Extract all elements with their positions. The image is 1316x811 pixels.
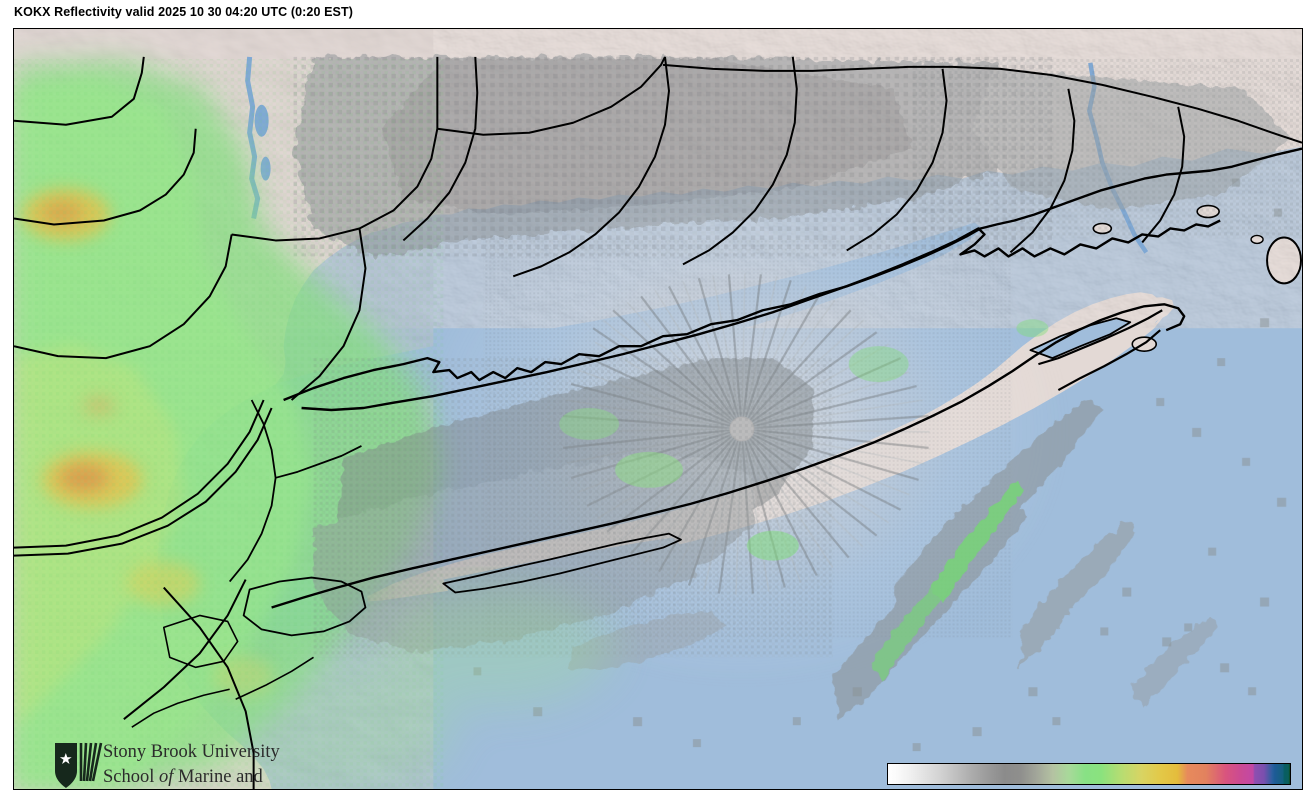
title-bar: KOKX Reflectivity valid 2025 10 30 04:20… <box>0 0 1316 28</box>
radar-map-canvas[interactable] <box>14 29 1302 789</box>
logo-line2-a: School <box>103 766 160 787</box>
colorbar-tick-70: 70 <box>1266 788 1283 789</box>
political-boundaries <box>14 56 1302 789</box>
radar-map-frame[interactable]: 0 20 40 50 607080 Stony Brook University Sch… <box>13 28 1303 790</box>
logo-line-2: School of Marine and <box>103 765 318 790</box>
logo-text-block: Stony Brook University School of Marine … <box>103 740 318 790</box>
logo-line-3: Atmospheric Sciences <box>103 789 318 790</box>
radar-scattered-pixels <box>473 178 1287 752</box>
colorbar-tick-50: 50 <box>1218 788 1235 789</box>
reflectivity-colorbar[interactable]: 0 20 40 50 607080 <box>887 763 1299 789</box>
logo-line2-of: of <box>159 766 174 787</box>
colorbar-tick-0: 0 <box>945 788 953 789</box>
logo-line2-b: Marine and <box>173 766 263 787</box>
colorbar-tick-80: 80 <box>1283 788 1300 789</box>
colorbar-gradient-bar[interactable] <box>887 763 1291 785</box>
radar-reflectivity-layer <box>14 56 1302 789</box>
logo-line-1: Stony Brook University <box>103 742 280 762</box>
colorbar-tick-40: 40 <box>1180 788 1197 789</box>
peconic-bay <box>1032 318 1131 360</box>
colorbar-gradient-fill <box>888 764 1290 784</box>
colorbar-tick-20: 20 <box>1064 788 1081 789</box>
shield-icon <box>55 742 103 788</box>
stony-brook-logo: Stony Brook University School of Marine … <box>51 740 319 790</box>
colorbar-tick-labels: 0 20 40 50 607080 <box>887 785 1299 789</box>
page-title: KOKX Reflectivity valid 2025 10 30 04:20… <box>14 5 353 19</box>
colorbar-tick-60: 60 <box>1246 788 1263 789</box>
